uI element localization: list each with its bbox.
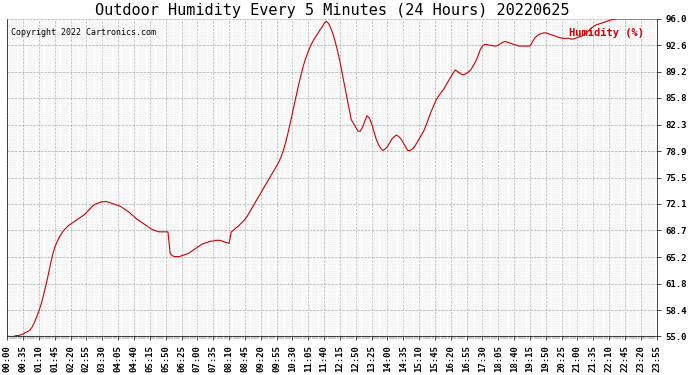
Title: Outdoor Humidity Every 5 Minutes (24 Hours) 20220625: Outdoor Humidity Every 5 Minutes (24 Hou…	[95, 3, 569, 18]
Text: Copyright 2022 Cartronics.com: Copyright 2022 Cartronics.com	[10, 28, 155, 38]
Text: Humidity (%): Humidity (%)	[569, 28, 644, 39]
